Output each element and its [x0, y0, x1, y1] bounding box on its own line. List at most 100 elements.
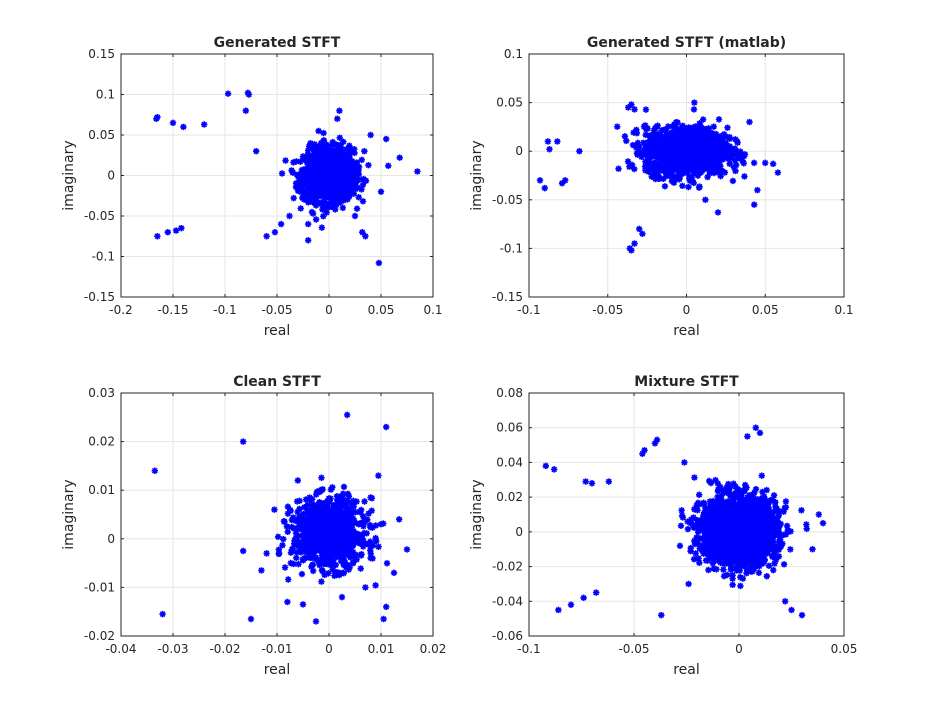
- data-point: [240, 547, 247, 555]
- data-point: [347, 519, 354, 527]
- data-point: [765, 508, 772, 515]
- data-point: [319, 138, 327, 145]
- data-point: [296, 505, 303, 513]
- data-point: [725, 480, 732, 488]
- data-point: [746, 118, 753, 126]
- data-point: [330, 524, 338, 531]
- data-point: [668, 129, 675, 136]
- data-point: [355, 521, 362, 528]
- data-point: [346, 142, 353, 149]
- data-point: [312, 491, 320, 498]
- data-point: [344, 551, 352, 559]
- data-point: [300, 188, 308, 195]
- data-point: [714, 209, 722, 216]
- data-point: [301, 504, 308, 511]
- data-point: [762, 159, 769, 167]
- data-point: [712, 476, 719, 484]
- data-point: [345, 492, 353, 500]
- y-tick-label: -0.05: [84, 209, 115, 223]
- data-point: [645, 153, 653, 160]
- data-point: [713, 164, 720, 171]
- data-point: [353, 161, 360, 168]
- data-point: [304, 147, 312, 154]
- data-point: [296, 538, 303, 546]
- data-point: [696, 121, 704, 129]
- data-point: [720, 572, 728, 580]
- data-point: [682, 158, 690, 165]
- data-point: [294, 508, 301, 516]
- data-point: [307, 537, 314, 544]
- data-point: [359, 198, 367, 205]
- data-point: [342, 165, 350, 172]
- data-point: [350, 497, 357, 505]
- data-point: [350, 167, 357, 174]
- data-point: [642, 150, 649, 158]
- data-point: [710, 123, 717, 130]
- data-point: [358, 519, 365, 527]
- data-point: [340, 569, 347, 577]
- data-point: [698, 162, 705, 169]
- data-point: [702, 157, 709, 164]
- data-point: [301, 540, 308, 547]
- data-point: [348, 523, 356, 531]
- data-point: [315, 157, 322, 165]
- data-point: [297, 174, 305, 182]
- data-point: [356, 534, 364, 541]
- data-point: [311, 507, 319, 515]
- data-point: [672, 174, 680, 181]
- data-point: [631, 106, 638, 113]
- data-point: [319, 519, 327, 526]
- data-point: [351, 146, 358, 153]
- x-tick-label: -0.05: [592, 303, 623, 317]
- data-point: [362, 233, 369, 240]
- data-point: [338, 515, 345, 523]
- data-point: [372, 534, 379, 542]
- data-point: [626, 163, 633, 170]
- data-point: [662, 142, 670, 149]
- data-point: [675, 168, 682, 176]
- data-point: [287, 506, 294, 514]
- data-point: [348, 181, 355, 188]
- data-point: [736, 154, 743, 162]
- data-point: [369, 542, 377, 549]
- data-point: [358, 156, 365, 164]
- data-point: [662, 126, 669, 133]
- data-point: [645, 140, 653, 147]
- data-point: [715, 158, 722, 165]
- data-point: [782, 498, 790, 505]
- data-point: [680, 150, 688, 157]
- data-point: [346, 564, 353, 572]
- data-point: [634, 141, 641, 148]
- data-point: [690, 106, 698, 113]
- data-point: [312, 188, 319, 195]
- data-point: [615, 165, 622, 172]
- data-point: [293, 554, 300, 562]
- data-point: [344, 157, 351, 165]
- data-point: [341, 547, 348, 554]
- data-point: [614, 123, 621, 130]
- data-point: [298, 178, 305, 186]
- plot-area: [529, 393, 844, 636]
- data-point: [705, 566, 712, 574]
- data-point: [639, 230, 646, 238]
- data-point: [633, 130, 641, 137]
- data-point: [771, 560, 778, 567]
- data-point: [317, 545, 324, 552]
- data-point: [629, 141, 637, 149]
- data-point: [367, 538, 374, 545]
- data-point: [355, 194, 362, 201]
- data-point: [304, 151, 311, 159]
- data-point: [369, 524, 376, 531]
- data-point: [377, 188, 385, 195]
- data-point: [676, 137, 683, 145]
- data-point: [334, 539, 341, 546]
- data-point: [290, 194, 297, 202]
- data-point: [740, 152, 748, 160]
- data-point: [337, 508, 344, 515]
- data-point: [755, 508, 762, 515]
- data-point: [359, 229, 366, 236]
- x-tick-label: 0.1: [423, 303, 442, 317]
- data-point: [372, 522, 380, 529]
- data-point: [367, 550, 375, 557]
- data-point: [679, 145, 687, 152]
